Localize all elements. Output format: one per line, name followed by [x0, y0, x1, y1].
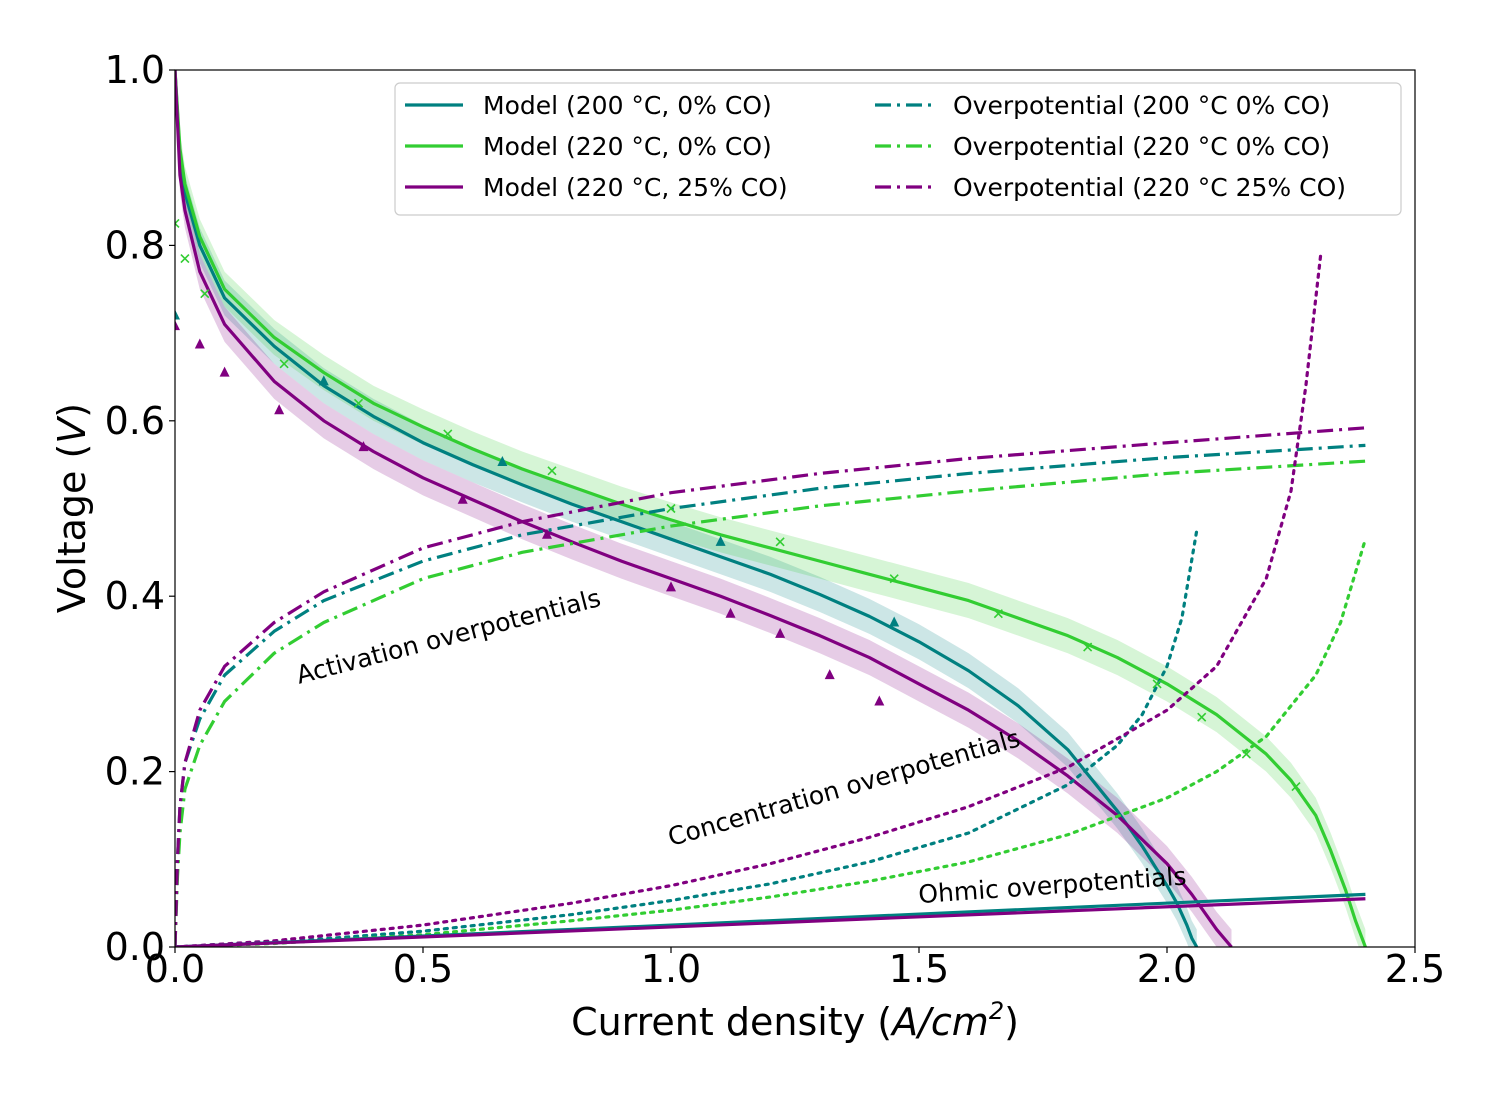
legend-label: Model (200 °C, 0% CO)	[483, 91, 772, 120]
data-point-triangle	[666, 581, 676, 592]
legend-label: Model (220 °C, 0% CO)	[483, 132, 772, 161]
data-point-x	[1291, 781, 1301, 792]
series-dotted-line	[175, 528, 1199, 947]
data-point-x	[1241, 749, 1251, 759]
y-tick-label: 0.6	[105, 399, 165, 443]
data-point-x	[889, 574, 899, 584]
y-tick-label: 0.2	[105, 750, 165, 794]
y-axis-label: Voltage (V)	[50, 403, 94, 613]
data-point-x	[180, 253, 190, 264]
series-dashdot-line	[175, 426, 1366, 947]
legend-label: Overpotential (220 °C 25% CO)	[953, 173, 1346, 202]
data-point-x	[1197, 712, 1207, 722]
x-axis-label: Current density (A/cm2)	[571, 997, 1019, 1044]
data-point-x	[200, 289, 210, 299]
data-point-x	[993, 609, 1003, 619]
x-tick-label: 0.0	[145, 947, 205, 991]
plot-frame	[174, 69, 1416, 948]
legend-label: Overpotential (220 °C 0% CO)	[953, 132, 1330, 161]
data-point-x	[1083, 642, 1093, 652]
legend-label: Model (220 °C, 25% CO)	[483, 173, 788, 202]
x-tick-label: 2.0	[1137, 947, 1197, 991]
x-tick-label: 1.5	[889, 947, 949, 991]
data-point-x	[443, 429, 453, 439]
data-point-triangle	[457, 493, 468, 504]
data-point-triangle	[318, 375, 329, 386]
data-point-triangle	[175, 320, 180, 331]
series-line	[175, 70, 1233, 947]
series-line	[175, 70, 1199, 947]
series-line	[175, 70, 1367, 947]
series-dashdot-line	[175, 459, 1366, 947]
data-point-triangle	[194, 338, 205, 349]
data-point-x	[775, 537, 785, 547]
data-point-triangle	[497, 456, 508, 467]
y-tick-label: 0.8	[105, 223, 165, 267]
data-point-triangle	[358, 441, 369, 452]
data-point-x	[547, 466, 557, 476]
data-point-triangle	[542, 528, 552, 539]
x-tick-label: 1.0	[641, 947, 701, 991]
data-point-triangle	[219, 366, 230, 377]
legend-label: Overpotential (200 °C 0% CO)	[953, 91, 1330, 120]
data-point-triangle	[715, 535, 726, 546]
data-point-triangle	[175, 309, 180, 320]
data-point-triangle	[775, 627, 786, 638]
data-point-x	[175, 218, 180, 229]
series-dotted-line	[175, 537, 1368, 947]
series-line	[175, 897, 1366, 947]
data-point-triangle	[889, 616, 900, 627]
data-point-triangle	[874, 695, 885, 706]
y-tick-label: 0.0	[105, 925, 165, 969]
data-point-triangle	[824, 669, 835, 680]
x-tick-label: 0.5	[393, 947, 453, 991]
data-point-triangle	[725, 607, 736, 618]
data-point-x	[666, 503, 676, 514]
data-point-triangle	[274, 404, 285, 415]
legend-box	[394, 82, 1402, 216]
data-point-x	[353, 398, 364, 408]
data-point-x	[1152, 679, 1162, 689]
x-tick-label: 2.5	[1385, 947, 1445, 991]
y-tick-label: 1.0	[105, 48, 165, 92]
y-tick-label: 0.4	[105, 574, 165, 618]
series-dotted-line	[175, 252, 1323, 947]
data-point-x	[279, 359, 289, 369]
